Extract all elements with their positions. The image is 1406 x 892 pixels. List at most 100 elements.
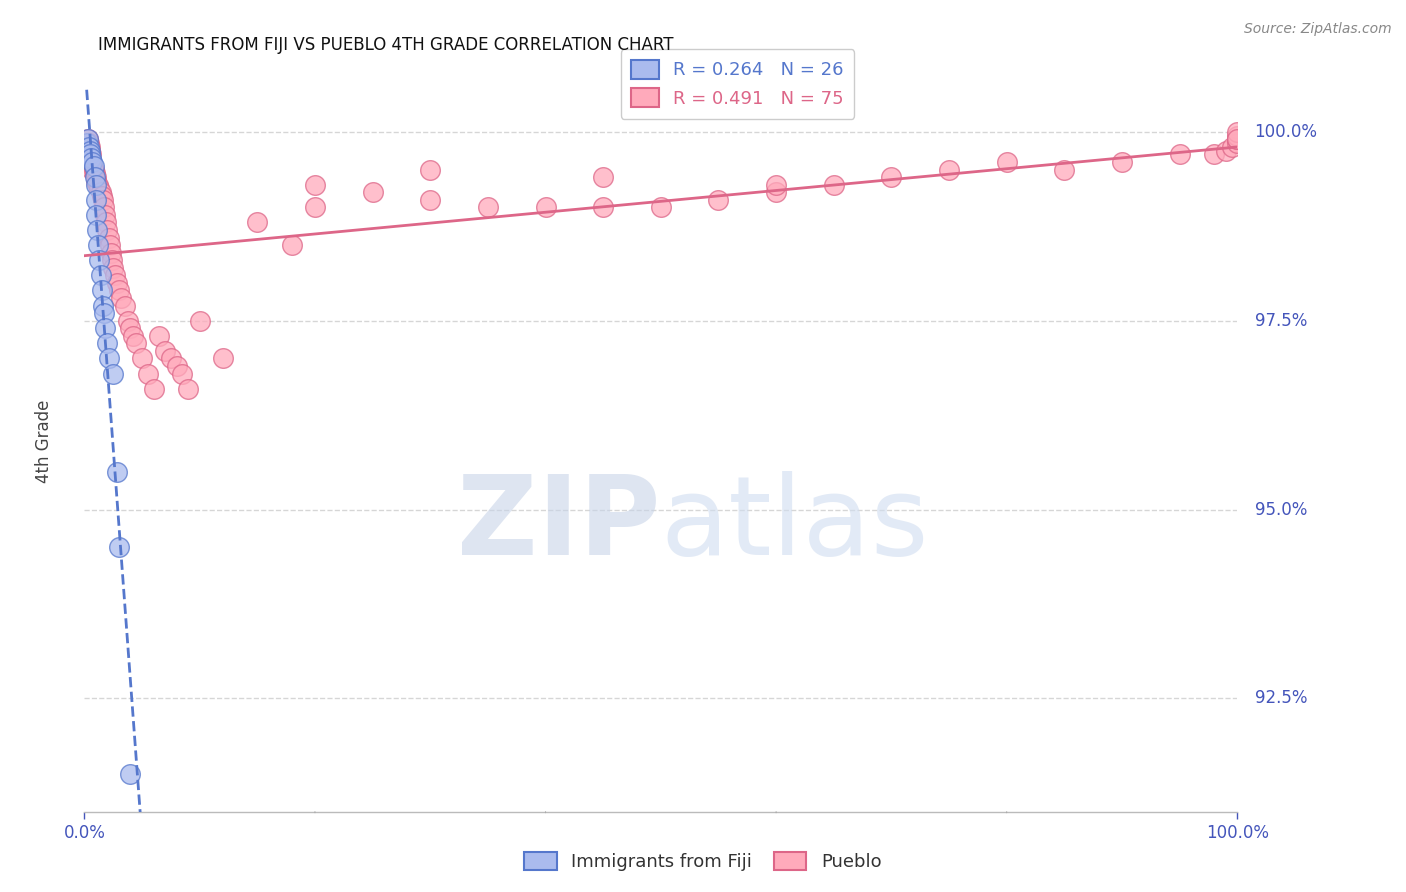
Point xyxy=(177,382,200,396)
Point xyxy=(361,186,384,200)
Point xyxy=(84,174,107,188)
Point xyxy=(592,170,614,185)
Point xyxy=(120,767,142,781)
Point xyxy=(188,313,211,327)
Point xyxy=(1226,132,1249,146)
Point xyxy=(105,465,128,479)
Point xyxy=(83,159,105,173)
Point xyxy=(83,166,105,180)
Point xyxy=(80,147,103,161)
Point xyxy=(84,178,107,192)
Point xyxy=(94,208,117,222)
Point xyxy=(89,253,111,268)
Point xyxy=(91,193,114,207)
Point xyxy=(87,178,110,192)
Point xyxy=(166,359,188,373)
Point xyxy=(101,253,124,268)
Point xyxy=(246,215,269,229)
Point xyxy=(1226,136,1249,150)
Point xyxy=(89,181,111,195)
Point xyxy=(97,351,120,366)
Point xyxy=(79,144,101,158)
Point xyxy=(77,136,100,150)
Point xyxy=(104,268,127,283)
Text: 92.5%: 92.5% xyxy=(1254,690,1308,707)
Point xyxy=(1226,125,1249,139)
Point xyxy=(172,367,194,381)
Legend: R = 0.264   N = 26, R = 0.491   N = 75: R = 0.264 N = 26, R = 0.491 N = 75 xyxy=(620,49,855,119)
Point xyxy=(84,208,107,222)
Point xyxy=(77,140,100,154)
Point xyxy=(103,260,124,275)
Point xyxy=(211,351,233,366)
Point xyxy=(120,321,142,335)
Point xyxy=(98,238,121,252)
Point xyxy=(880,170,903,185)
Text: IMMIGRANTS FROM FIJI VS PUEBLO 4TH GRADE CORRELATION CHART: IMMIGRANTS FROM FIJI VS PUEBLO 4TH GRADE… xyxy=(98,36,673,54)
Text: 4th Grade: 4th Grade xyxy=(35,400,53,483)
Point xyxy=(93,200,115,214)
Point xyxy=(96,215,118,229)
Point xyxy=(89,268,111,283)
Point xyxy=(83,162,105,177)
Text: 100.0%: 100.0% xyxy=(1254,123,1317,141)
Point xyxy=(79,140,101,154)
Point xyxy=(592,200,614,214)
Point xyxy=(148,328,170,343)
Point xyxy=(83,170,105,185)
Point xyxy=(419,193,441,207)
Point xyxy=(160,351,183,366)
Point xyxy=(90,189,112,203)
Text: 95.0%: 95.0% xyxy=(1254,500,1308,518)
Point xyxy=(80,151,103,165)
Point xyxy=(89,186,111,200)
Point xyxy=(87,238,110,252)
Point xyxy=(76,136,98,150)
Point xyxy=(114,299,136,313)
Point xyxy=(90,284,112,298)
Text: ZIP: ZIP xyxy=(457,471,661,578)
Point xyxy=(1053,162,1076,177)
Point xyxy=(995,155,1018,169)
Point xyxy=(707,193,730,207)
Point xyxy=(117,313,139,327)
Point xyxy=(84,170,107,185)
Point xyxy=(765,186,787,200)
Point xyxy=(108,541,131,555)
Point xyxy=(938,162,960,177)
Point xyxy=(142,382,165,396)
Point xyxy=(96,336,118,351)
Point xyxy=(100,245,122,260)
Point xyxy=(304,200,326,214)
Text: atlas: atlas xyxy=(661,471,929,578)
Point xyxy=(823,178,845,192)
Point xyxy=(82,162,104,177)
Point xyxy=(79,147,101,161)
Point xyxy=(93,306,115,320)
Point xyxy=(76,132,98,146)
Point xyxy=(1111,155,1133,169)
Point xyxy=(96,223,118,237)
Point xyxy=(110,291,132,305)
Point xyxy=(84,193,107,207)
Point xyxy=(153,343,176,358)
Point xyxy=(1226,132,1249,146)
Point xyxy=(121,328,143,343)
Point xyxy=(419,162,441,177)
Point xyxy=(765,178,787,192)
Point xyxy=(94,321,117,335)
Point xyxy=(79,144,101,158)
Point xyxy=(131,351,153,366)
Point xyxy=(534,200,557,214)
Point xyxy=(76,132,98,146)
Point xyxy=(1215,144,1237,158)
Point xyxy=(1204,147,1226,161)
Point xyxy=(136,367,159,381)
Point xyxy=(82,155,104,169)
Point xyxy=(477,200,499,214)
Point xyxy=(1220,140,1243,154)
Point xyxy=(80,155,103,169)
Point xyxy=(108,284,131,298)
Point xyxy=(97,230,120,244)
Text: Source: ZipAtlas.com: Source: ZipAtlas.com xyxy=(1244,22,1392,37)
